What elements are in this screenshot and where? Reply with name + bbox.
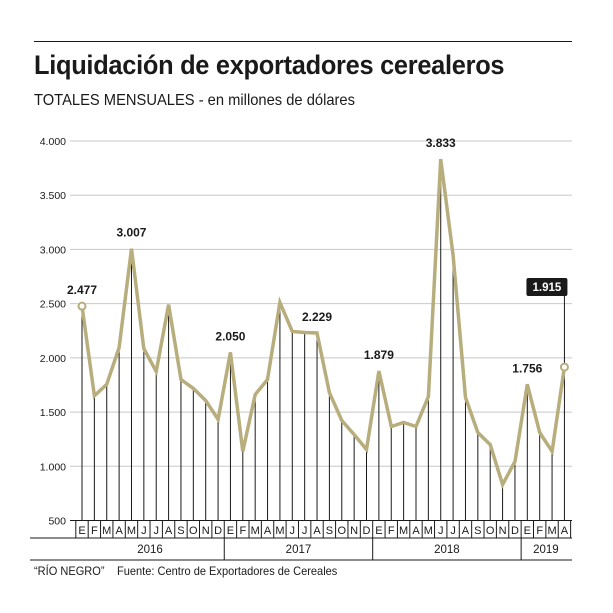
month-label: M bbox=[102, 525, 111, 537]
markers bbox=[77, 301, 569, 372]
month-label: M bbox=[275, 525, 284, 537]
month-label: D bbox=[511, 525, 519, 537]
chart-title: Liquidación de exportadores cerealeros bbox=[34, 50, 505, 80]
stem-lines bbox=[81, 159, 565, 521]
month-label: A bbox=[264, 525, 272, 537]
y-tick-label: 1.000 bbox=[40, 461, 66, 473]
month-label: J bbox=[153, 525, 159, 537]
year-label: 2017 bbox=[286, 544, 312, 556]
month-label: O bbox=[486, 525, 495, 537]
month-label: A bbox=[462, 525, 470, 537]
month-label: J bbox=[141, 525, 147, 537]
open-circle-marker bbox=[559, 362, 569, 372]
y-tick-label: 3.500 bbox=[40, 190, 66, 202]
month-label: S bbox=[326, 525, 333, 537]
month-label: O bbox=[337, 525, 346, 537]
y-tick-label: 1.500 bbox=[40, 407, 66, 419]
open-circle-marker bbox=[77, 301, 87, 311]
y-tick-label: 2.000 bbox=[40, 353, 66, 365]
y-axis-ticks: 500 1.000 1.500 2.000 2.500 3.000 3.500 4.000 bbox=[40, 136, 66, 528]
month-label: N bbox=[202, 525, 210, 537]
month-label: O bbox=[189, 525, 198, 537]
y-tick-label: 2.500 bbox=[40, 299, 66, 311]
footer-credit: “RÍO NEGRO” bbox=[34, 564, 105, 578]
month-label: F bbox=[388, 525, 395, 537]
month-label: M bbox=[127, 525, 136, 537]
month-label: E bbox=[227, 525, 234, 537]
month-label: A bbox=[412, 525, 420, 537]
year-label: 2018 bbox=[434, 544, 460, 556]
data-label: 3.007 bbox=[116, 226, 146, 240]
month-label: A bbox=[561, 525, 569, 537]
month-label: F bbox=[536, 525, 543, 537]
data-label: 3.833 bbox=[426, 136, 456, 150]
month-label: J bbox=[290, 525, 296, 537]
month-label: M bbox=[424, 525, 433, 537]
y-tick-label: 4.000 bbox=[40, 136, 66, 148]
month-label: N bbox=[499, 525, 507, 537]
month-label: F bbox=[91, 525, 98, 537]
month-label: J bbox=[302, 525, 308, 537]
month-label: J bbox=[438, 525, 444, 537]
data-labels: 2.477 3.007 2.050 2.229 1.879 3.833 1.756 1.915 bbox=[67, 136, 568, 375]
data-label: 2.229 bbox=[302, 310, 332, 324]
month-label: M bbox=[251, 525, 260, 537]
footer-source: Fuente: Centro de Exportadores de Cereal… bbox=[117, 564, 338, 578]
data-label: 1.879 bbox=[364, 348, 394, 362]
data-label: 1.756 bbox=[512, 361, 542, 375]
year-label: 2019 bbox=[533, 544, 559, 556]
year-label: 2016 bbox=[137, 544, 163, 556]
y-tick-label: 500 bbox=[48, 516, 66, 528]
chart-subtitle: TOTALES MENSUALES - en millones de dólar… bbox=[34, 92, 355, 109]
month-label: A bbox=[115, 525, 123, 537]
month-label: S bbox=[474, 525, 481, 537]
month-label: A bbox=[165, 525, 173, 537]
y-tick-label: 3.000 bbox=[40, 244, 66, 256]
month-label: J bbox=[450, 525, 456, 537]
top-rule bbox=[34, 41, 572, 42]
month-label: D bbox=[214, 525, 222, 537]
data-line bbox=[80, 158, 567, 489]
month-label: N bbox=[350, 525, 358, 537]
highlight-label-box bbox=[526, 278, 568, 296]
data-label: 2.477 bbox=[67, 283, 97, 297]
month-label: F bbox=[239, 525, 246, 537]
month-label: M bbox=[547, 525, 556, 537]
month-label: S bbox=[177, 525, 184, 537]
data-line-layer bbox=[80, 158, 567, 489]
highlight-value-label: 1.915 bbox=[533, 282, 562, 294]
month-label: D bbox=[363, 525, 371, 537]
data-label: 2.050 bbox=[215, 329, 245, 343]
month-label: M bbox=[399, 525, 408, 537]
month-label: A bbox=[313, 525, 321, 537]
month-label: E bbox=[375, 525, 382, 537]
month-label: E bbox=[78, 525, 85, 537]
month-label: E bbox=[524, 525, 531, 537]
